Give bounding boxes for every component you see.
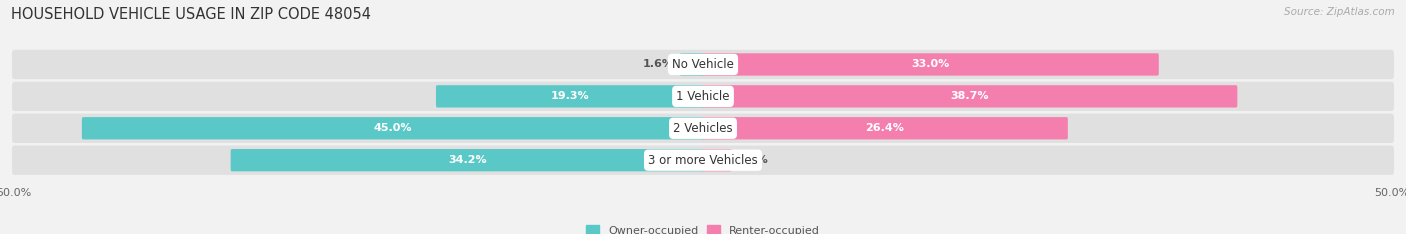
Text: 2 Vehicles: 2 Vehicles xyxy=(673,122,733,135)
FancyBboxPatch shape xyxy=(231,149,704,171)
Text: No Vehicle: No Vehicle xyxy=(672,58,734,71)
Text: 33.0%: 33.0% xyxy=(911,59,949,69)
Text: 26.4%: 26.4% xyxy=(866,123,904,133)
Text: 1 Vehicle: 1 Vehicle xyxy=(676,90,730,103)
FancyBboxPatch shape xyxy=(681,53,704,76)
Text: 2.0%: 2.0% xyxy=(738,155,768,165)
FancyBboxPatch shape xyxy=(82,117,704,139)
Text: 1.6%: 1.6% xyxy=(643,59,673,69)
Text: 38.7%: 38.7% xyxy=(950,91,988,101)
FancyBboxPatch shape xyxy=(702,53,1159,76)
Text: 45.0%: 45.0% xyxy=(374,123,412,133)
Text: Source: ZipAtlas.com: Source: ZipAtlas.com xyxy=(1284,7,1395,17)
FancyBboxPatch shape xyxy=(702,149,731,171)
Legend: Owner-occupied, Renter-occupied: Owner-occupied, Renter-occupied xyxy=(586,226,820,234)
FancyBboxPatch shape xyxy=(436,85,704,108)
Text: 3 or more Vehicles: 3 or more Vehicles xyxy=(648,154,758,167)
FancyBboxPatch shape xyxy=(702,85,1237,108)
FancyBboxPatch shape xyxy=(702,117,1069,139)
Text: 34.2%: 34.2% xyxy=(449,155,486,165)
Text: 19.3%: 19.3% xyxy=(551,91,589,101)
FancyBboxPatch shape xyxy=(13,82,1393,111)
FancyBboxPatch shape xyxy=(13,50,1393,79)
Text: HOUSEHOLD VEHICLE USAGE IN ZIP CODE 48054: HOUSEHOLD VEHICLE USAGE IN ZIP CODE 4805… xyxy=(11,7,371,22)
FancyBboxPatch shape xyxy=(13,146,1393,175)
FancyBboxPatch shape xyxy=(13,113,1393,143)
